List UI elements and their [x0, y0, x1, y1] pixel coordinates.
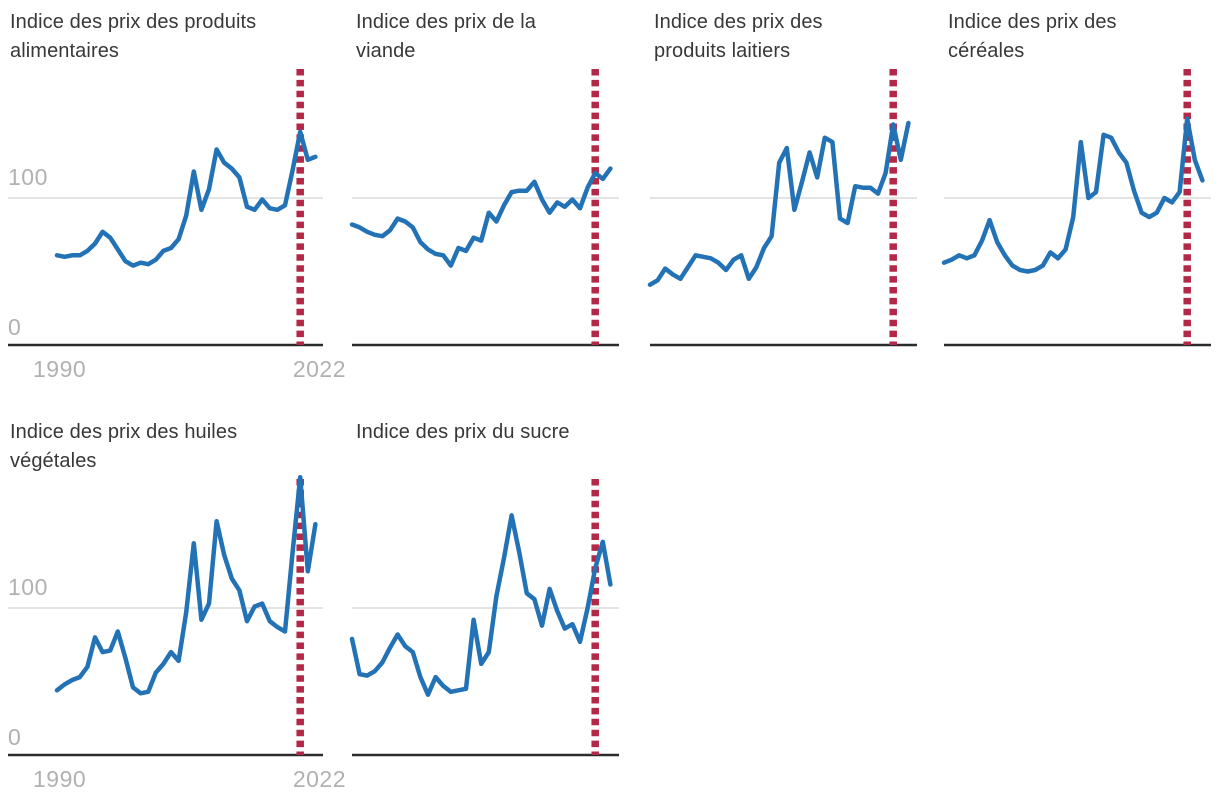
x-tick-2022: 2022 — [292, 766, 346, 792]
price-index-line — [349, 166, 613, 268]
chart-plot — [349, 69, 619, 347]
chart-cell: Indice des prix des produits laitiers — [647, 8, 998, 349]
x-tick-1990: 1990 — [33, 766, 87, 792]
chart-plot — [8, 474, 323, 757]
chart-title: Indice des prix des huiles végétales — [10, 418, 356, 475]
price-index-line — [647, 120, 911, 287]
y-tick-0: 0 — [8, 314, 22, 340]
chart-title-line-1: Indice des prix des produits — [10, 11, 257, 33]
chart-title-line-2: céréales — [948, 40, 1025, 62]
price-index-line — [54, 129, 318, 268]
x-tick-2022: 2022 — [292, 356, 346, 382]
chart-title: Indice des prix des produits alimentaire… — [10, 8, 356, 65]
y-tick-100: 100 — [8, 164, 48, 190]
chart-cell: Indice des prix de la viande — [349, 8, 700, 349]
chart-title-line-2: viande — [356, 40, 416, 62]
x-axis-labels: 1990 2022 — [8, 766, 356, 796]
chart-title-line-1: Indice des prix des — [948, 11, 1117, 33]
chart-title-line-2: végétales — [10, 450, 97, 472]
price-index-line — [54, 474, 318, 696]
chart-cell: Indice des prix du sucre — [349, 418, 700, 759]
chart-title: Indice des prix de la viande — [356, 8, 700, 65]
chart-title-line-1: Indice des prix des — [654, 11, 823, 33]
chart-title-line-2: alimentaires — [10, 40, 120, 62]
chart-cell: Indice des prix des produits alimentaire… — [8, 8, 356, 386]
chart-cell: Indice des prix des huiles végétales 100… — [8, 418, 356, 796]
price-index-line — [349, 513, 613, 697]
chart-title: Indice des prix des céréales — [948, 8, 1220, 65]
chart-title-line-1: Indice des prix du sucre — [356, 421, 570, 443]
chart-plot — [941, 69, 1211, 347]
y-tick-0: 0 — [8, 724, 22, 750]
chart-title-line-2 — [356, 447, 700, 476]
chart-title: Indice des prix du sucre — [356, 418, 700, 475]
chart-title-line-2: produits laitiers — [654, 40, 791, 62]
chart-title-line-1: Indice des prix des huiles — [10, 421, 238, 443]
chart-plot — [349, 479, 619, 757]
price-index-line — [941, 116, 1205, 274]
chart-cell: Indice des prix des céréales — [941, 8, 1220, 349]
y-tick-100: 100 — [8, 574, 48, 600]
chart-plot — [8, 69, 323, 347]
chart-title: Indice des prix des produits laitiers — [654, 8, 998, 65]
chart-plot — [647, 69, 917, 347]
chart-title-line-1: Indice des prix de la — [356, 11, 536, 33]
x-tick-1990: 1990 — [33, 356, 87, 382]
x-axis-labels: 1990 2022 — [8, 356, 356, 386]
